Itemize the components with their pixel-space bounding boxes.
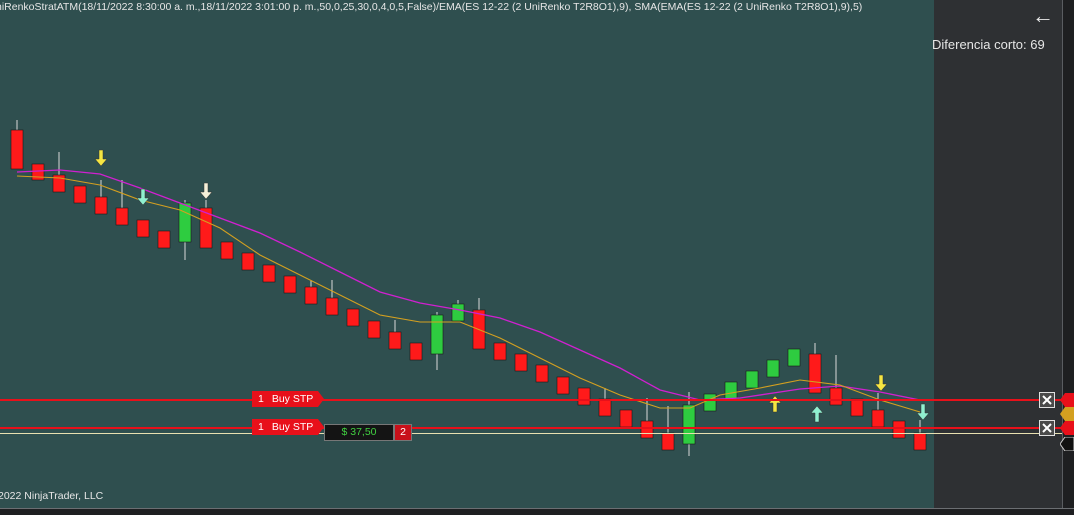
up-candle xyxy=(787,348,801,367)
down-candle xyxy=(409,342,423,361)
down-candle xyxy=(199,207,213,249)
down-candle xyxy=(850,398,864,417)
down-candle xyxy=(10,129,24,170)
indicator-label: niRenkoStratATM(18/11/2022 8:30:00 a. m.… xyxy=(0,1,863,13)
down-candle xyxy=(913,432,927,451)
up-candle xyxy=(430,314,444,355)
down-candle xyxy=(325,297,339,316)
up-candle xyxy=(766,359,780,378)
down-arrow-signal-icon xyxy=(94,149,108,167)
down-candle xyxy=(808,353,822,394)
down-candle xyxy=(283,275,297,294)
buy-stop-line-2[interactable] xyxy=(0,427,1062,429)
down-arrow-signal-icon xyxy=(916,403,930,421)
close-x-icon xyxy=(1042,423,1052,433)
chart-panel[interactable]: niRenkoStratATM(18/11/2022 8:30:00 a. m.… xyxy=(0,0,934,508)
down-candle xyxy=(367,320,381,339)
down-candle xyxy=(115,207,129,226)
position-price-marker xyxy=(1060,437,1074,451)
down-candle xyxy=(241,252,255,271)
ema-line xyxy=(16,169,921,401)
down-candle xyxy=(493,342,507,361)
price-axis[interactable] xyxy=(1062,0,1074,508)
buy-stop-order-tag-1[interactable]: 1 Buy STP xyxy=(252,391,324,407)
buy-stop-price-marker-2 xyxy=(1060,421,1074,435)
down-candle xyxy=(220,241,234,260)
down-candle xyxy=(556,376,570,395)
down-candle xyxy=(829,387,843,406)
up-candle xyxy=(745,370,759,389)
position-pnl[interactable]: $ 37,50 xyxy=(324,424,394,441)
up-candle xyxy=(178,202,192,243)
order-qty: 1 xyxy=(258,421,264,433)
copyright-text: 2022 NinjaTrader, LLC xyxy=(0,490,104,502)
down-candle xyxy=(661,432,675,451)
price-chart[interactable] xyxy=(0,0,934,508)
order-qty: 1 xyxy=(258,393,264,405)
up-candle xyxy=(703,393,717,412)
position-line[interactable] xyxy=(0,433,1062,434)
difference-label: Diferencia corto: 69 xyxy=(932,37,1045,52)
down-candle xyxy=(598,398,612,417)
down-candle xyxy=(535,364,549,383)
down-arrow-signal-icon xyxy=(136,188,150,206)
down-candle xyxy=(388,331,402,350)
down-candle xyxy=(52,174,66,193)
down-candle xyxy=(577,387,591,406)
down-arrow-signal-icon xyxy=(874,374,888,392)
down-candle xyxy=(136,219,150,238)
up-candle xyxy=(724,381,738,400)
down-candle xyxy=(892,420,906,439)
order-label: Buy STP xyxy=(271,393,314,405)
order-label: Buy STP xyxy=(271,421,314,433)
down-candle xyxy=(640,420,654,439)
position-qty[interactable]: 2 xyxy=(394,424,412,441)
down-candle xyxy=(157,230,171,249)
sma-line xyxy=(16,175,921,413)
down-arrow-signal-icon xyxy=(199,182,213,200)
down-candle xyxy=(262,264,276,283)
buy-stop-line-1[interactable] xyxy=(0,399,1062,401)
close-order-button-1[interactable] xyxy=(1039,392,1055,408)
down-candle xyxy=(304,286,318,305)
down-candle xyxy=(73,185,87,204)
close-x-icon xyxy=(1042,395,1052,405)
up-candle xyxy=(682,404,696,445)
down-candle xyxy=(619,409,633,428)
buy-stop-order-tag-2[interactable]: 1 Buy STP xyxy=(252,419,324,435)
time-axis[interactable] xyxy=(0,508,1074,515)
down-candle xyxy=(346,308,360,327)
up-candle xyxy=(451,303,465,322)
down-candle xyxy=(31,163,45,181)
close-order-button-2[interactable] xyxy=(1039,420,1055,436)
buy-stop-price-marker-1 xyxy=(1060,393,1074,407)
up-arrow-signal-icon xyxy=(810,405,824,423)
down-candle xyxy=(871,409,885,428)
back-arrow-icon[interactable]: ← xyxy=(1032,3,1054,28)
down-candle xyxy=(514,353,528,372)
down-candle xyxy=(94,196,108,215)
last-price-marker xyxy=(1060,407,1074,421)
